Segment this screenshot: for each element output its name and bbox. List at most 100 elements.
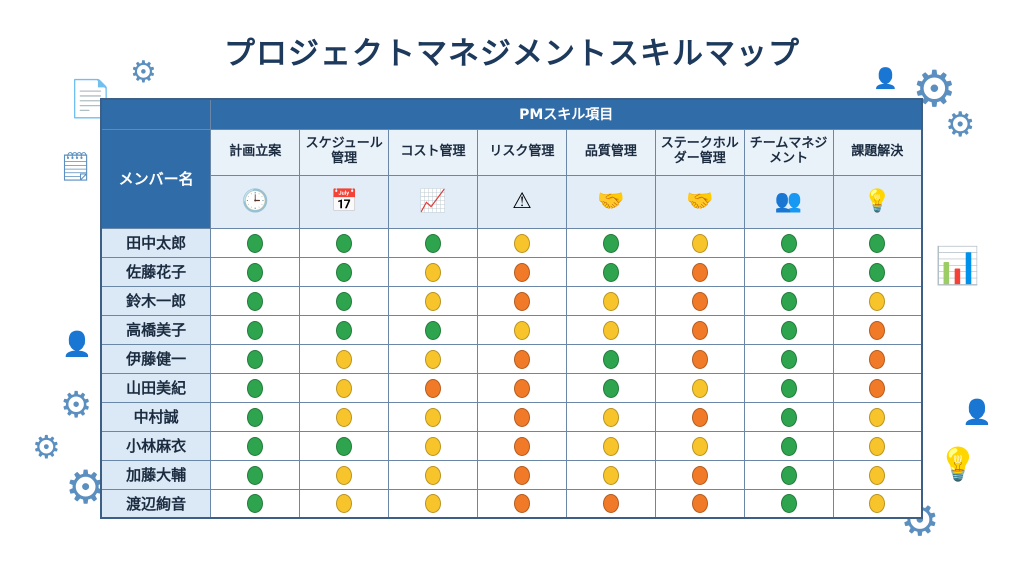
table-row: 山田美紀 xyxy=(100,372,923,403)
rating-dot-high xyxy=(780,349,797,369)
rating-dot-mid xyxy=(336,465,353,485)
rating-cell xyxy=(388,256,478,287)
rating-dot-high xyxy=(336,233,353,253)
table-row: 高橋美子 xyxy=(100,314,923,345)
rating-cell xyxy=(565,372,656,403)
rating-cell xyxy=(654,314,745,345)
rating-dot-mid xyxy=(425,262,442,282)
rating-dot-high xyxy=(425,233,442,253)
member-name: 伊藤健一 xyxy=(100,343,212,374)
calendar-gear-icon: 📅 xyxy=(299,174,390,229)
rating-dot-low xyxy=(425,378,442,398)
rating-dot-low xyxy=(513,262,530,282)
rating-dot-mid xyxy=(691,436,708,456)
rating-cell xyxy=(477,372,567,403)
rating-cell xyxy=(477,256,567,287)
rating-cell xyxy=(832,372,923,403)
rating-cell xyxy=(210,372,301,403)
rating-dot-mid xyxy=(425,349,442,369)
rating-cell xyxy=(299,401,390,432)
rating-cell xyxy=(210,227,301,258)
member-name: 山田美紀 xyxy=(100,372,212,403)
handshake-icon: 🤝 xyxy=(654,174,745,229)
rating-dot-low xyxy=(513,378,530,398)
rating-dot-high xyxy=(247,407,264,427)
rating-dot-high xyxy=(247,378,264,398)
rating-cell xyxy=(210,256,301,287)
rating-cell xyxy=(832,343,923,374)
rating-dot-mid xyxy=(869,407,886,427)
rating-cell xyxy=(388,430,478,461)
table-row: 加藤大輔 xyxy=(100,459,923,490)
rating-cell xyxy=(654,343,745,374)
team-icon: 👥 xyxy=(743,174,834,229)
lightbulb-icon: 💡 xyxy=(938,445,978,483)
rating-dot-high xyxy=(247,465,264,485)
rating-dot-low xyxy=(513,407,530,427)
rating-dot-mid xyxy=(691,233,708,253)
rating-dot-low xyxy=(691,262,708,282)
skill-header: 計画立案 xyxy=(210,128,301,176)
rating-cell xyxy=(477,227,567,258)
rating-cell xyxy=(388,488,478,519)
rating-dot-mid xyxy=(336,407,353,427)
rating-dot-low xyxy=(691,407,708,427)
rating-cell xyxy=(832,459,923,490)
rating-cell xyxy=(388,372,478,403)
rating-cell xyxy=(743,430,834,461)
rating-cell xyxy=(565,256,656,287)
rating-dot-mid xyxy=(602,291,619,311)
skill-header: スケジュール管理 xyxy=(299,128,390,176)
rating-dot-mid xyxy=(869,465,886,485)
rating-cell xyxy=(299,343,390,374)
table-row: 伊藤健一 xyxy=(100,343,923,374)
rating-cell xyxy=(299,430,390,461)
rating-dot-high xyxy=(780,494,797,514)
table-row: 小林麻衣 xyxy=(100,430,923,461)
rating-cell xyxy=(299,314,390,345)
rating-cell xyxy=(832,430,923,461)
rating-dot-mid xyxy=(425,291,442,311)
rating-dot-mid xyxy=(691,378,708,398)
rating-dot-low xyxy=(513,465,530,485)
rating-dot-high xyxy=(602,262,619,282)
rating-dot-low xyxy=(513,436,530,456)
rating-dot-mid xyxy=(425,407,442,427)
rating-cell xyxy=(565,459,656,490)
rating-cell xyxy=(565,488,656,519)
skill-header: 課題解決 xyxy=(832,128,923,176)
rating-dot-mid xyxy=(602,436,619,456)
table-row: 渡辺絢音 xyxy=(100,488,923,519)
member-name: 鈴木一郎 xyxy=(100,285,212,316)
rating-cell xyxy=(654,430,745,461)
rating-dot-mid xyxy=(869,291,886,311)
rating-cell xyxy=(832,227,923,258)
rating-dot-mid xyxy=(602,320,619,340)
rating-cell xyxy=(743,401,834,432)
gear-icon: ⚙ xyxy=(65,460,107,514)
rating-dot-high xyxy=(336,320,353,340)
gear-icon: ⚙ xyxy=(130,55,157,90)
bar-chart-icon: 📈 xyxy=(388,174,478,229)
rating-dot-mid xyxy=(425,465,442,485)
rating-cell xyxy=(210,459,301,490)
rating-cell xyxy=(299,285,390,316)
skill-group-header: PMスキル項目 xyxy=(210,98,923,130)
table-row: 田中太郎 xyxy=(100,227,923,258)
skill-header: 品質管理 xyxy=(565,128,656,176)
rating-dot-mid xyxy=(336,378,353,398)
chart-board-icon: 📊 xyxy=(935,246,980,287)
rating-dot-high xyxy=(780,233,797,253)
table-row: 中村誠 xyxy=(100,401,923,432)
rating-cell xyxy=(477,430,567,461)
rating-dot-mid xyxy=(336,494,353,514)
rating-cell xyxy=(832,314,923,345)
rating-dot-high xyxy=(780,262,797,282)
gear-icon: ⚙ xyxy=(945,105,976,145)
rating-cell xyxy=(477,401,567,432)
member-name: 小林麻衣 xyxy=(100,430,212,461)
rating-cell xyxy=(388,314,478,345)
warning-icon: ⚠ xyxy=(477,174,567,229)
page-title: プロジェクトマネジメントスキルマップ xyxy=(224,36,800,72)
rating-dot-low xyxy=(513,349,530,369)
